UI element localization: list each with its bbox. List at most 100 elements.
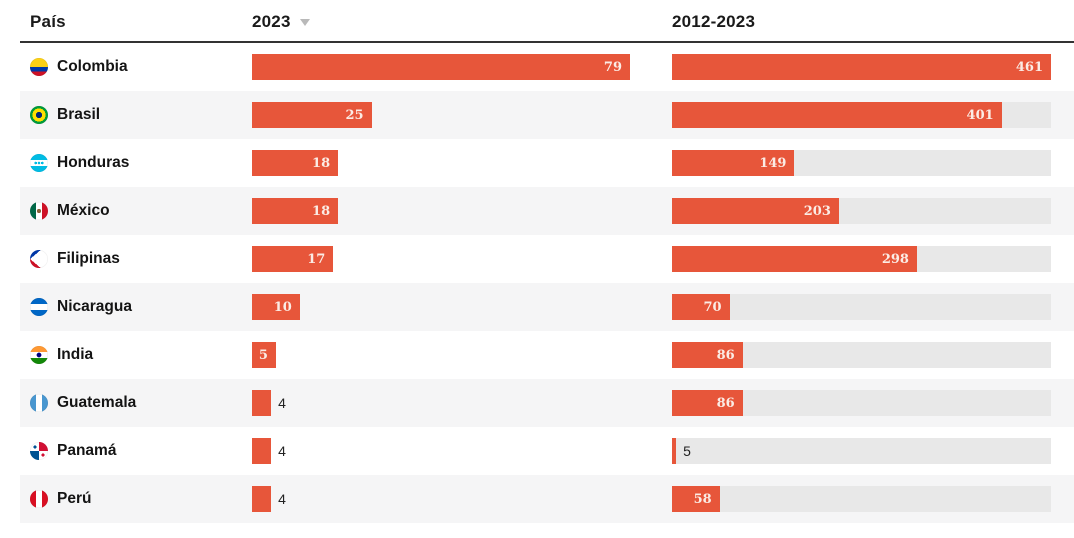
bar-area-2023: 25 <box>252 102 630 128</box>
country-cell: Colombia <box>30 58 252 76</box>
bar-cell-2012-2023: 70 <box>672 294 1051 320</box>
country-name: Honduras <box>57 154 130 171</box>
country-cell: Perú <box>30 490 252 508</box>
country-name: México <box>57 202 110 219</box>
bar-cell-2023: 5 <box>252 342 630 368</box>
bar-2012-2023: 86 <box>672 390 743 416</box>
bar-2012-2023-value: 203 <box>803 203 831 219</box>
bar-2012-2023-value-outside: 5 <box>683 443 691 459</box>
bar-2023: 10 <box>252 294 300 320</box>
bar-2023-value: 10 <box>273 299 292 315</box>
bar-2012-2023-value: 401 <box>966 107 994 123</box>
filipinas-flag-icon <box>30 250 48 268</box>
bar-track-2012-2023: 86 <box>672 342 1051 368</box>
bar-cell-2023: 4 <box>252 390 630 416</box>
country-bar-table: País 2023 2012-2023 Colombia 79 461 <box>20 0 1074 523</box>
country-name: Colombia <box>57 58 128 75</box>
bar-2012-2023 <box>672 438 677 464</box>
bar-2012-2023: 298 <box>672 246 917 272</box>
bar-cell-2023: 79 <box>252 54 630 80</box>
bar-track-2012-2023: 149 <box>672 150 1051 176</box>
bar-2023: 79 <box>252 54 630 80</box>
column-header-2023-label: 2023 <box>252 11 291 31</box>
table-row: India 5 86 <box>20 331 1074 379</box>
table-row: Brasil 25 401 <box>20 91 1074 139</box>
table-row: Colombia 79 461 <box>20 43 1074 91</box>
bar-2023 <box>252 390 272 416</box>
bar-2012-2023: 86 <box>672 342 743 368</box>
colombia-flag-icon <box>30 58 48 76</box>
bar-cell-2023: 18 <box>252 150 630 176</box>
bar-2012-2023-value: 149 <box>759 155 787 171</box>
bar-area-2023: 10 <box>252 294 630 320</box>
country-name: Perú <box>57 490 92 507</box>
bar-2012-2023: 203 <box>672 198 839 224</box>
bar-cell-2012-2023: 298 <box>672 246 1051 272</box>
country-name: India <box>57 346 94 363</box>
bar-cell-2012-2023: 58 <box>672 486 1051 512</box>
bar-track-2012-2023: 70 <box>672 294 1051 320</box>
table-row: Filipinas 17 298 <box>20 235 1074 283</box>
bar-2012-2023: 401 <box>672 102 1002 128</box>
india-flag-icon <box>30 346 48 364</box>
bar-area-2023: 4 <box>252 438 630 464</box>
bar-cell-2023: 25 <box>252 102 630 128</box>
table-row: Perú 4 58 <box>20 475 1074 523</box>
bar-2023: 17 <box>252 246 334 272</box>
bar-2012-2023: 461 <box>672 54 1051 80</box>
bar-cell-2012-2023: 401 <box>672 102 1051 128</box>
table-row: Panamá 4 5 <box>20 427 1074 475</box>
bar-cell-2012-2023: 86 <box>672 390 1051 416</box>
bar-area-2023: 4 <box>252 486 630 512</box>
bar-2023-value-outside: 4 <box>278 395 286 411</box>
bar-2023-value: 79 <box>603 59 622 75</box>
country-cell: India <box>30 346 252 364</box>
bar-2023-value-outside: 4 <box>278 491 286 507</box>
bar-area-2023: 5 <box>252 342 630 368</box>
bar-2012-2023-value: 70 <box>703 299 722 315</box>
bar-cell-2023: 17 <box>252 246 630 272</box>
bar-track-2012-2023: 5 <box>672 438 1051 464</box>
bar-cell-2012-2023: 149 <box>672 150 1051 176</box>
bar-2023: 5 <box>252 342 276 368</box>
bar-cell-2012-2023: 203 <box>672 198 1051 224</box>
country-name: Panamá <box>57 442 117 459</box>
bar-2023-value: 25 <box>345 107 364 123</box>
bar-area-2023: 4 <box>252 390 630 416</box>
bar-cell-2012-2023: 5 <box>672 438 1051 464</box>
bar-cell-2023: 4 <box>252 438 630 464</box>
bar-2012-2023: 58 <box>672 486 720 512</box>
sort-desc-icon[interactable] <box>299 19 310 26</box>
bar-track-2012-2023: 203 <box>672 198 1051 224</box>
column-header-2012-2023[interactable]: 2012-2023 <box>672 11 756 31</box>
honduras-flag-icon <box>30 154 48 172</box>
bar-2023-value: 18 <box>312 203 331 219</box>
bar-track-2012-2023: 401 <box>672 102 1051 128</box>
bar-2012-2023-value: 461 <box>1015 59 1043 75</box>
table-body: Colombia 79 461 Brasil <box>20 43 1074 523</box>
country-cell: Panamá <box>30 442 252 460</box>
bar-2023: 18 <box>252 198 339 224</box>
bar-track-2012-2023: 298 <box>672 246 1051 272</box>
country-cell: Nicaragua <box>30 298 252 316</box>
column-header-country[interactable]: País <box>30 11 66 31</box>
mexico-flag-icon <box>30 202 48 220</box>
bar-2023-value-outside: 4 <box>278 443 286 459</box>
bar-2012-2023: 70 <box>672 294 730 320</box>
bar-area-2023: 79 <box>252 54 630 80</box>
country-cell: Guatemala <box>30 394 252 412</box>
bar-area-2023: 17 <box>252 246 630 272</box>
country-name: Guatemala <box>57 394 137 411</box>
column-header-2023[interactable]: 2023 <box>252 12 630 32</box>
bar-cell-2023: 18 <box>252 198 630 224</box>
bar-cell-2023: 4 <box>252 486 630 512</box>
bar-2012-2023-value: 86 <box>716 347 735 363</box>
panama-flag-icon <box>30 442 48 460</box>
peru-flag-icon <box>30 490 48 508</box>
table-row: Honduras 18 149 <box>20 139 1074 187</box>
bar-2012-2023-value: 86 <box>716 395 735 411</box>
country-cell: México <box>30 202 252 220</box>
country-cell: Filipinas <box>30 250 252 268</box>
table-header: País 2023 2012-2023 <box>20 2 1074 43</box>
bar-cell-2023: 10 <box>252 294 630 320</box>
